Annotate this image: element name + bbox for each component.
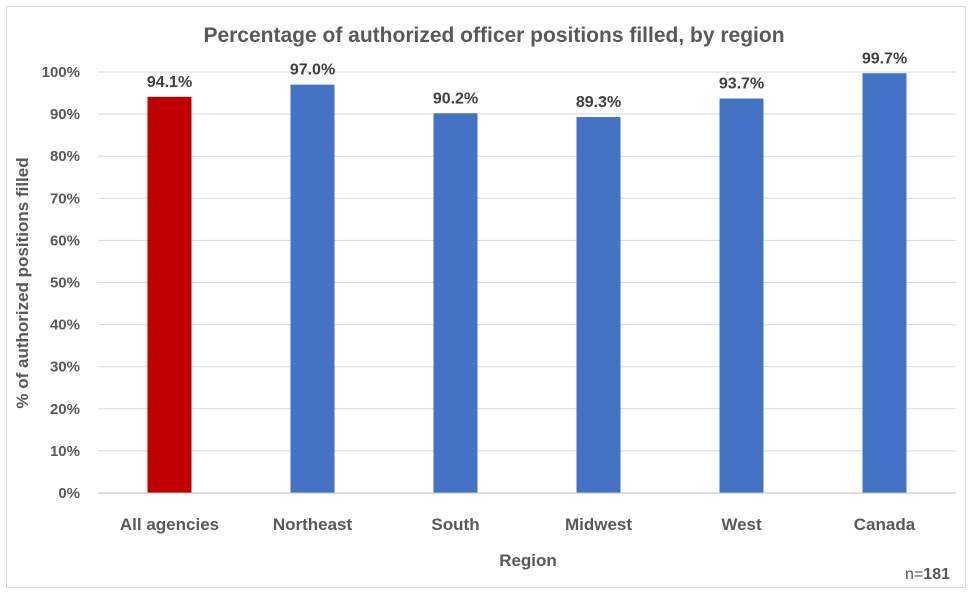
- x-axis-categories: All agencies Northeast South Midwest West Can…: [120, 515, 916, 534]
- data-labels: 94.1% 97.0% 90.2% 89.3% 93.7% 99.7%: [147, 50, 907, 111]
- x-category-label: South: [431, 515, 479, 534]
- bar: [290, 84, 335, 493]
- y-tick-label: 90%: [50, 106, 80, 123]
- bar: [147, 96, 192, 494]
- data-label: 94.1%: [147, 74, 192, 91]
- sample-size-note: n=181: [905, 566, 950, 583]
- y-tick-label: 30%: [50, 359, 80, 376]
- y-tick-label: 10%: [50, 443, 80, 460]
- bar: [433, 113, 478, 494]
- data-label: 90.2%: [433, 90, 478, 107]
- y-tick-label: 20%: [50, 401, 80, 418]
- bar: [576, 117, 621, 493]
- chart-title: Percentage of authorized officer positio…: [203, 24, 784, 47]
- x-category-label: Midwest: [565, 515, 632, 534]
- bars: [147, 73, 907, 494]
- y-tick-label: 40%: [50, 317, 80, 334]
- sample-size-prefix: n=: [905, 566, 923, 583]
- x-category-label: All agencies: [120, 515, 219, 534]
- x-axis-title: Region: [499, 551, 557, 570]
- y-tick-label: 0%: [58, 485, 80, 502]
- sample-size-value: 181: [923, 566, 950, 583]
- bar: [862, 73, 907, 493]
- gridlines: [98, 71, 956, 452]
- y-axis-title: % of authorized positions filled: [13, 157, 32, 408]
- data-label: 97.0%: [290, 62, 335, 79]
- bar: [719, 98, 764, 493]
- data-label: 89.3%: [576, 94, 621, 111]
- y-tick-label: 50%: [50, 275, 80, 292]
- data-label: 99.7%: [862, 50, 907, 67]
- y-tick-label: 60%: [50, 232, 80, 249]
- x-category-label: Canada: [854, 515, 916, 534]
- y-tick-label: 70%: [50, 190, 80, 207]
- y-tick-label: 80%: [50, 148, 80, 165]
- y-axis-ticks: 0% 10% 20% 30% 40% 50% 60% 70% 80% 90% 100%: [42, 64, 80, 502]
- y-tick-label: 100%: [42, 64, 80, 81]
- data-label: 93.7%: [719, 76, 764, 93]
- x-category-label: West: [721, 515, 762, 534]
- x-category-label: Northeast: [273, 515, 353, 534]
